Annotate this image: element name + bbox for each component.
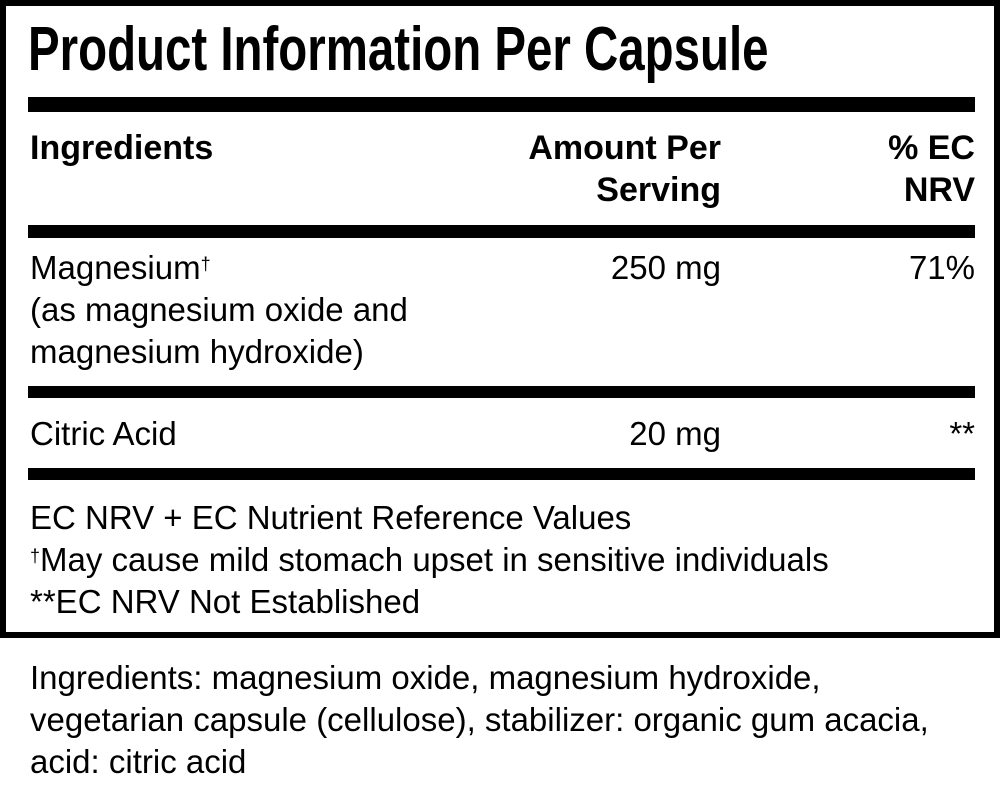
- header-amount-line2: Serving: [596, 171, 721, 209]
- panel-title: Product Information Per Capsule: [28, 15, 769, 84]
- header-ingredients: Ingredients: [30, 129, 214, 167]
- divider: [28, 386, 975, 398]
- footnote-text: May cause mild stomach upset in sensitiv…: [40, 541, 829, 578]
- dagger-mark: †: [200, 254, 211, 274]
- row-citric-name: Citric Acid: [30, 415, 177, 452]
- row-citric-nrv: **: [949, 415, 975, 452]
- divider-thick: [28, 97, 975, 112]
- ingredients-list-line2: vegetarian capsule (cellulose), stabiliz…: [30, 701, 929, 738]
- ingredient-name: Magnesium: [30, 249, 201, 286]
- ingredients-list-line3: acid: citric acid: [30, 743, 247, 780]
- footnote-nrv: EC NRV + EC Nutrient Reference Values: [30, 499, 632, 536]
- row-magnesium-detail-1: (as magnesium oxide and: [30, 291, 408, 328]
- supplement-facts-panel: [0, 0, 1000, 638]
- footnote-not-established: **EC NRV Not Established: [30, 583, 421, 620]
- dagger-mark: †: [30, 546, 41, 566]
- footnote-stomach: †May cause mild stomach upset in sensiti…: [30, 539, 829, 581]
- header-nrv-line2: NRV: [903, 171, 975, 209]
- ingredients-list-line1: Ingredients: magnesium oxide, magnesium …: [30, 659, 821, 696]
- row-magnesium-detail-2: magnesium hydroxide): [30, 333, 364, 370]
- row-magnesium-amount: 250 mg: [610, 249, 721, 286]
- row-magnesium-nrv: 71%: [908, 249, 975, 286]
- row-magnesium-name: Magnesium†: [30, 247, 211, 289]
- divider: [28, 225, 975, 238]
- divider: [28, 468, 975, 480]
- header-amount-line1: Amount Per: [528, 129, 721, 167]
- header-nrv-line1: % EC: [888, 129, 975, 167]
- row-citric-amount: 20 mg: [629, 415, 721, 452]
